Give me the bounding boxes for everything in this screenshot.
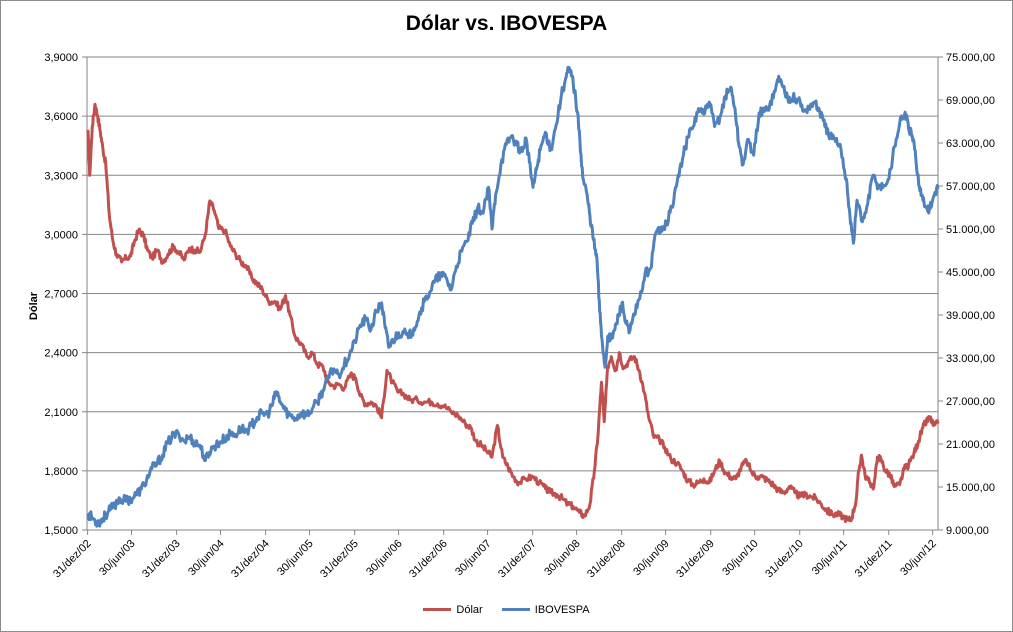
legend-swatch-ibovespa — [501, 608, 530, 611]
x-tick-label: 30/jun/12 — [898, 538, 938, 578]
x-tick-label: 30/jun/03 — [97, 538, 137, 578]
y-right-tick-label: 21.000,00 — [946, 439, 995, 451]
y-left-tick-label: 1,5000 — [44, 525, 78, 537]
x-tick-label: 31/dez/10 — [763, 538, 806, 581]
legend-item-ibovespa: IBOVESPA — [501, 603, 590, 616]
x-tick-label: 31/dez/05 — [318, 538, 361, 581]
chart-title: Dólar vs. IBOVESPA — [405, 12, 608, 35]
legend-label-dolar: Dólar — [456, 603, 483, 616]
y-left-tick-label: 3,0000 — [44, 229, 78, 241]
y-right-tick-label: 39.000,00 — [946, 310, 995, 322]
y-left-tick-label: 3,9000 — [44, 52, 78, 64]
y-right-tick-label: 27.000,00 — [946, 396, 995, 408]
y-right-tick-label: 69.000,00 — [946, 95, 995, 107]
y-right-tick-label: 51.000,00 — [946, 224, 995, 236]
x-tick-label: 30/jun/11 — [810, 538, 850, 578]
series-line-dolar — [86, 102, 940, 524]
x-tick-label: 30/jun/08 — [542, 538, 582, 578]
y-left-tick-label: 3,3000 — [44, 170, 78, 182]
y-left-tick-label: 2,7000 — [44, 289, 78, 301]
y-right-tick-label: 75.000,00 — [946, 52, 995, 64]
x-tick-label: 30/jun/05 — [275, 538, 315, 578]
x-tick-label: 31/dez/02 — [51, 538, 94, 581]
y-right-tick-label: 33.000,00 — [946, 353, 995, 365]
x-tick-label: 30/jun/06 — [364, 538, 404, 578]
legend-item-dolar: Dólar — [423, 603, 483, 616]
x-tick-label: 30/jun/09 — [631, 538, 671, 578]
y-right-tick-label: 15.000,00 — [946, 482, 995, 494]
y-left-tick-label: 2,4000 — [44, 348, 78, 360]
y-right-tick-label: 45.000,00 — [946, 267, 995, 279]
y-left-tick-label: 3,6000 — [44, 111, 78, 123]
x-tick-label: 31/dez/08 — [585, 538, 628, 581]
legend-label-ibovespa: IBOVESPA — [534, 603, 590, 616]
x-tick-label: 31/dez/04 — [229, 538, 272, 581]
y-left-tick-label: 1,8000 — [44, 466, 78, 478]
legend-swatch-dolar — [423, 608, 452, 611]
x-tick-label: 31/dez/11 — [853, 538, 895, 580]
x-tick-label: 31/dez/09 — [674, 538, 717, 581]
x-tick-label: 30/jun/04 — [186, 538, 226, 578]
y-left-tick-label: 2,1000 — [44, 407, 78, 419]
legend: Dólar IBOVESPA — [0, 602, 1013, 616]
y-right-tick-label: 63.000,00 — [946, 138, 995, 150]
x-tick-label: 30/jun/07 — [453, 538, 493, 578]
x-tick-label: 31/dez/07 — [496, 538, 539, 581]
x-tick-label: 31/dez/06 — [407, 538, 450, 581]
x-tick-label: 31/dez/03 — [140, 538, 183, 581]
y-right-tick-label: 9.000,00 — [946, 525, 989, 537]
y-right-tick-label: 57.000,00 — [946, 181, 995, 193]
x-tick-label: 30/jun/10 — [720, 538, 760, 578]
series-line-ibovespa — [86, 65, 940, 528]
